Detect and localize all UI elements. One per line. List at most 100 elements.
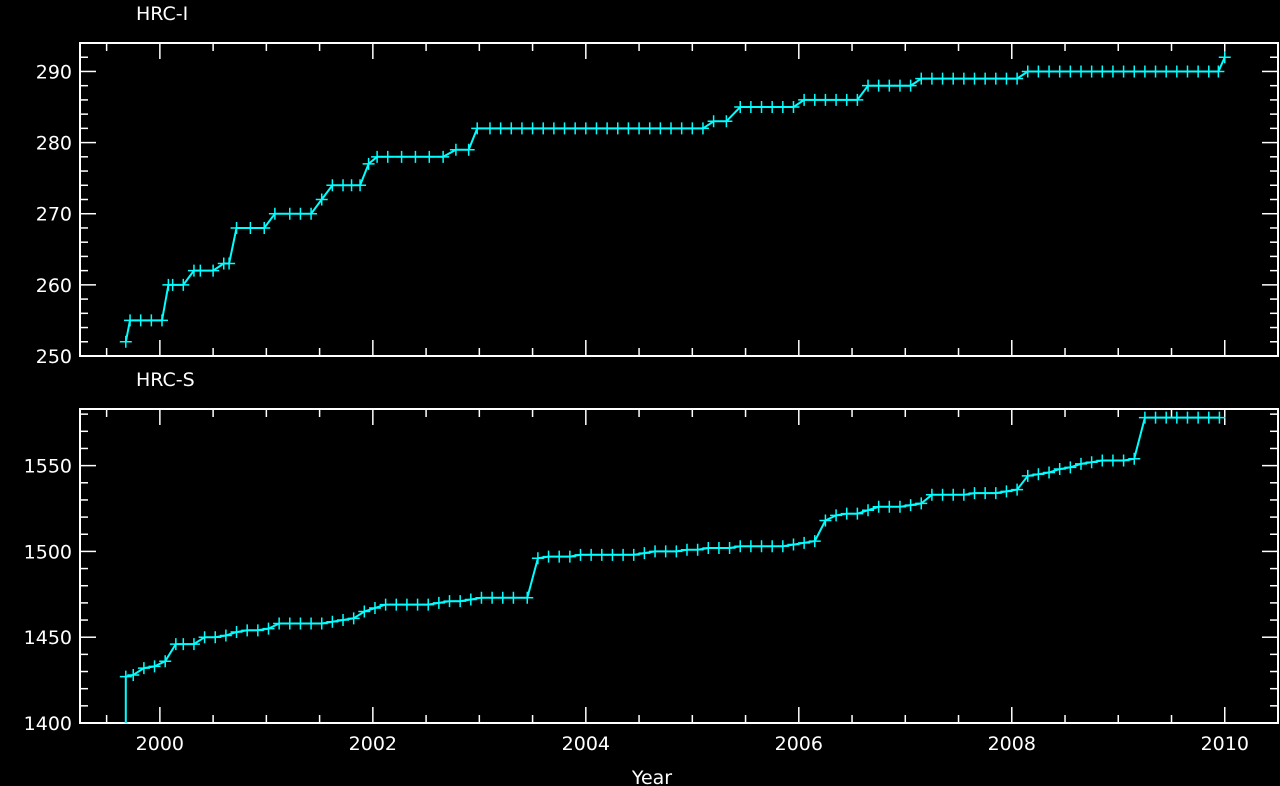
hrc-s-y-tick-label: 1450 bbox=[24, 627, 72, 649]
hrc-i-data-point bbox=[1032, 65, 1045, 78]
hrc-s-data-point bbox=[127, 668, 140, 681]
hrc-i-data-point bbox=[675, 122, 688, 135]
hrc-s-panel: HRC-S Year 1400 1450 1500 1550 2000 2002 2004 2… bbox=[24, 369, 1279, 786]
hrc-i-data-point bbox=[862, 79, 875, 92]
hrc-i-data-point bbox=[936, 72, 949, 85]
hrc-i-data-point bbox=[315, 193, 328, 206]
hrc-s-data-point bbox=[347, 612, 360, 625]
hrc-s-x-tick-label: 2000 bbox=[136, 733, 184, 755]
hrc-s-data-point bbox=[553, 550, 566, 563]
hrc-s-data-point bbox=[947, 488, 960, 501]
hrc-i-data-point bbox=[1000, 72, 1013, 85]
hrc-i-data-point bbox=[851, 93, 864, 106]
hrc-i-data-point bbox=[515, 122, 528, 135]
hrc-i-data-point bbox=[1212, 65, 1225, 78]
hrc-s-data-point bbox=[862, 504, 875, 517]
hrc-i-data-point bbox=[579, 122, 592, 135]
hrc-i-markers bbox=[119, 51, 1231, 348]
hrc-i-data-point bbox=[904, 79, 917, 92]
hrc-i-data-point bbox=[734, 101, 747, 114]
hrc-s-data-point bbox=[219, 629, 232, 642]
hrc-s-data-point bbox=[542, 550, 555, 563]
hrc-i-data-point bbox=[244, 221, 257, 234]
hrc-s-data-point bbox=[411, 598, 424, 611]
hrc-s-data-point bbox=[872, 500, 885, 513]
hrc-s-data-point bbox=[1011, 483, 1024, 496]
hrc-s-data-point bbox=[787, 538, 800, 551]
hrc-i-data-point bbox=[177, 278, 190, 291]
hrc-i-data-point bbox=[124, 314, 137, 327]
hrc-i-data-point bbox=[776, 101, 789, 114]
hrc-s-data-point bbox=[744, 540, 757, 553]
hrc-i-data-point bbox=[223, 257, 236, 270]
hrc-s-markers bbox=[119, 411, 1226, 683]
hrc-s-data-point bbox=[241, 624, 254, 637]
hrc-s-data-point bbox=[702, 541, 715, 554]
hrc-i-data-point bbox=[590, 122, 603, 135]
hrc-s-data-point bbox=[1032, 468, 1045, 481]
hrc-i-data-point bbox=[755, 101, 768, 114]
hrc-i-data-point bbox=[1011, 72, 1024, 85]
hrc-s-data-point bbox=[230, 626, 243, 639]
hrc-s-x-tick-label: 2010 bbox=[1201, 733, 1249, 755]
hrc-i-data-point bbox=[134, 314, 147, 327]
hrc-s-title: HRC-S bbox=[136, 369, 195, 391]
hrc-s-data-point bbox=[968, 487, 981, 500]
hrc-s-data-point bbox=[326, 615, 339, 628]
hrc-s-data-point bbox=[712, 541, 725, 554]
hrc-s-data-point bbox=[159, 655, 172, 668]
hrc-i-data-point bbox=[915, 72, 928, 85]
hrc-i-data-point bbox=[601, 122, 614, 135]
hrc-s-data-point bbox=[177, 638, 190, 651]
hrc-s-data-point bbox=[627, 548, 640, 561]
hrc-s-data-point bbox=[187, 638, 200, 651]
hrc-s-data-point bbox=[1064, 461, 1077, 474]
hrc-s-data-point bbox=[606, 548, 619, 561]
hrc-i-data-point bbox=[968, 72, 981, 85]
hrc-i-data-point bbox=[1053, 65, 1066, 78]
hrc-s-data-point bbox=[1075, 457, 1087, 470]
hrc-i-data-point bbox=[1128, 65, 1141, 78]
hrc-i-data-point bbox=[395, 150, 408, 163]
hrc-s-y-ticks bbox=[80, 413, 1278, 724]
hrc-i-data-point bbox=[1218, 51, 1231, 64]
hrc-s-data-point bbox=[585, 548, 598, 561]
hrc-i-y-tick-label: 260 bbox=[36, 275, 72, 297]
hrc-s-data-point bbox=[649, 545, 662, 558]
hrc-s-data-point bbox=[936, 488, 949, 501]
hrc-s-data-point bbox=[755, 540, 768, 553]
hrc-i-data-point bbox=[155, 314, 168, 327]
hrc-s-data-point bbox=[531, 552, 544, 565]
hrc-s-data-point bbox=[915, 497, 928, 510]
hrc-i-data-point bbox=[294, 207, 307, 220]
hrc-s-data-point bbox=[315, 617, 328, 630]
hrc-i-data-point bbox=[1064, 65, 1077, 78]
hrc-i-data-point bbox=[686, 122, 699, 135]
hrc-i-data-point bbox=[622, 122, 635, 135]
hrc-s-data-point bbox=[507, 591, 520, 604]
hrc-i-data-point bbox=[720, 115, 733, 128]
hrc-s-data-point bbox=[1043, 466, 1056, 479]
hrc-i-plot-frame bbox=[79, 42, 1279, 357]
hrc-s-data-point bbox=[638, 547, 651, 560]
hrc-i-data-point bbox=[654, 122, 667, 135]
hrc-s-data-point bbox=[1106, 454, 1119, 467]
hrc-s-x-tick-label: 2006 bbox=[775, 733, 823, 755]
hrc-i-data-point bbox=[1085, 65, 1098, 78]
hrc-i-data-point bbox=[798, 93, 811, 106]
hrc-i-data-point bbox=[989, 72, 1002, 85]
hrc-i-data-point bbox=[947, 72, 960, 85]
hrc-s-x-tick-label: 2002 bbox=[349, 733, 397, 755]
hrc-s-data-point bbox=[137, 662, 150, 675]
hrc-s-data-point bbox=[521, 591, 534, 604]
hrc-i-x-ticks bbox=[105, 43, 1279, 356]
hrc-i-title: HRC-I bbox=[136, 3, 188, 25]
hrc-s-data-point bbox=[358, 605, 371, 618]
hrc-s-data-point bbox=[475, 591, 488, 604]
hrc-s-data-point bbox=[734, 540, 747, 553]
hrc-s-data-point bbox=[723, 541, 736, 554]
hrc-i-data-point bbox=[449, 143, 462, 156]
hrc-i-data-point bbox=[494, 122, 507, 135]
hrc-i-data-point bbox=[268, 207, 281, 220]
hrc-s-x-tick-label: 2004 bbox=[562, 733, 610, 755]
